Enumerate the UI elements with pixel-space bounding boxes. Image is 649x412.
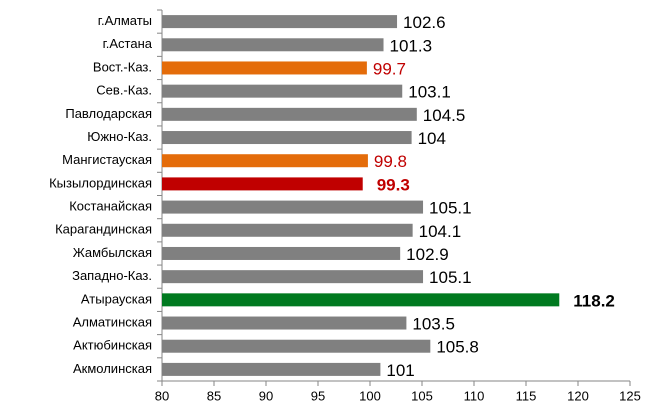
x-tick-label: 120 [567,388,589,403]
data-label: 103.5 [412,315,455,334]
x-tick-label: 100 [359,388,381,403]
y-tick-label: Кызылординская [49,175,152,190]
x-tick-label: 125 [619,388,641,403]
y-tick-label: Павлодарская [65,106,152,121]
data-label: 102.6 [403,13,446,32]
data-label: 99.8 [374,152,407,171]
y-tick-label: Алматинская [73,314,152,329]
bar [162,246,401,260]
data-label: 105.8 [436,338,479,357]
x-tick-label: 95 [311,388,325,403]
y-tick-label: Карагандинская [55,222,152,237]
y-tick-label: Мангистауская [62,152,152,167]
data-label: 103.1 [408,83,451,102]
y-tick-label: Атырауская [81,291,152,306]
y-tick-label: Сев.-Каз. [96,83,152,98]
data-label: 118.2 [573,291,615,310]
y-tick-label: Вост.-Каз. [93,59,152,74]
y-tick-label: Костанайская [69,199,152,214]
data-label: 104.5 [423,106,466,125]
bar [162,316,407,330]
data-label: 102.9 [406,245,449,264]
data-label: 99.7 [373,59,406,78]
y-tick-label: г.Алматы [98,13,152,28]
x-tick-label: 80 [155,388,169,403]
bar [162,61,367,75]
bar [162,293,560,307]
bar [162,15,398,29]
y-tick-label: г.Астана [103,36,153,51]
bar [162,200,424,214]
bar [162,38,384,52]
x-tick-label: 115 [516,388,537,403]
y-tick-label: Акмолинская [73,361,152,376]
bar [162,362,381,376]
x-tick-label: 85 [207,388,221,403]
bar [162,177,363,191]
x-tick-label: 110 [464,388,485,403]
bar [162,223,413,237]
data-label: 105.1 [429,199,472,218]
bar [162,154,368,168]
bar [162,84,403,98]
bar [162,131,412,145]
data-label: 105.1 [429,268,472,287]
x-tick-label: 105 [411,388,433,403]
bar [162,270,424,284]
y-tick-label: Западно-Каз. [72,268,152,283]
data-label: 99.3 [377,175,410,194]
data-label: 101.3 [390,36,433,55]
y-tick-label: Южно-Каз. [87,129,152,144]
x-tick-label: 90 [259,388,273,403]
y-tick-label: Жамбылская [73,245,152,260]
bar [162,107,417,121]
bar [162,339,431,353]
data-label: 104.1 [419,222,462,241]
y-tick-label: Актюбинская [73,338,152,353]
data-label: 101 [386,361,414,380]
data-label: 104 [418,129,446,148]
